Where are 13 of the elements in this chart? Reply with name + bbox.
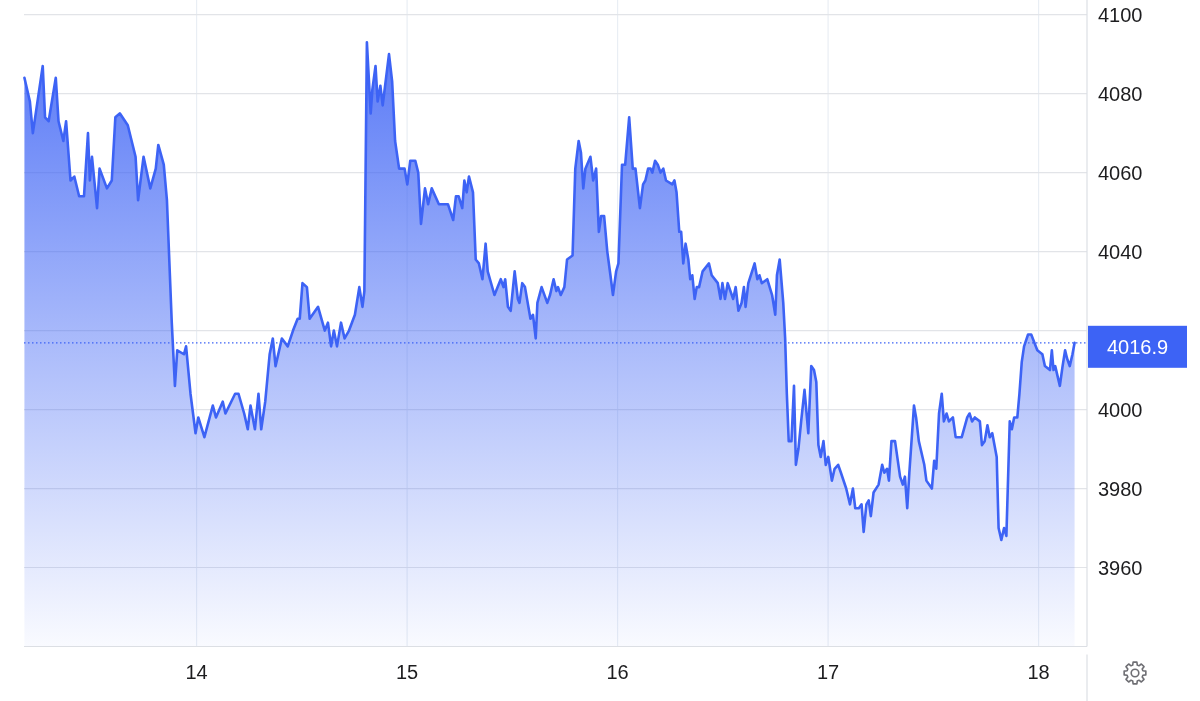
y-tick-label: 4040 xyxy=(1098,240,1143,263)
ref-line-label: 4016.9 xyxy=(1106,336,1169,359)
x-tick-label: 18 xyxy=(1027,661,1050,683)
x-tick-label: 14 xyxy=(185,661,208,683)
y-tick-label: 4100 xyxy=(1098,3,1143,26)
y-tick-label: 4000 xyxy=(1098,398,1143,421)
y-tick-label: 4060 xyxy=(1098,161,1143,184)
x-tick-label: 15 xyxy=(395,661,419,683)
y-tick-label: 4080 xyxy=(1098,82,1143,105)
y-tick-label: 3980 xyxy=(1098,477,1143,500)
y-tick-label: 3960 xyxy=(1098,556,1143,579)
x-tick-label: 17 xyxy=(816,661,840,683)
x-tick-label: 16 xyxy=(606,661,629,683)
